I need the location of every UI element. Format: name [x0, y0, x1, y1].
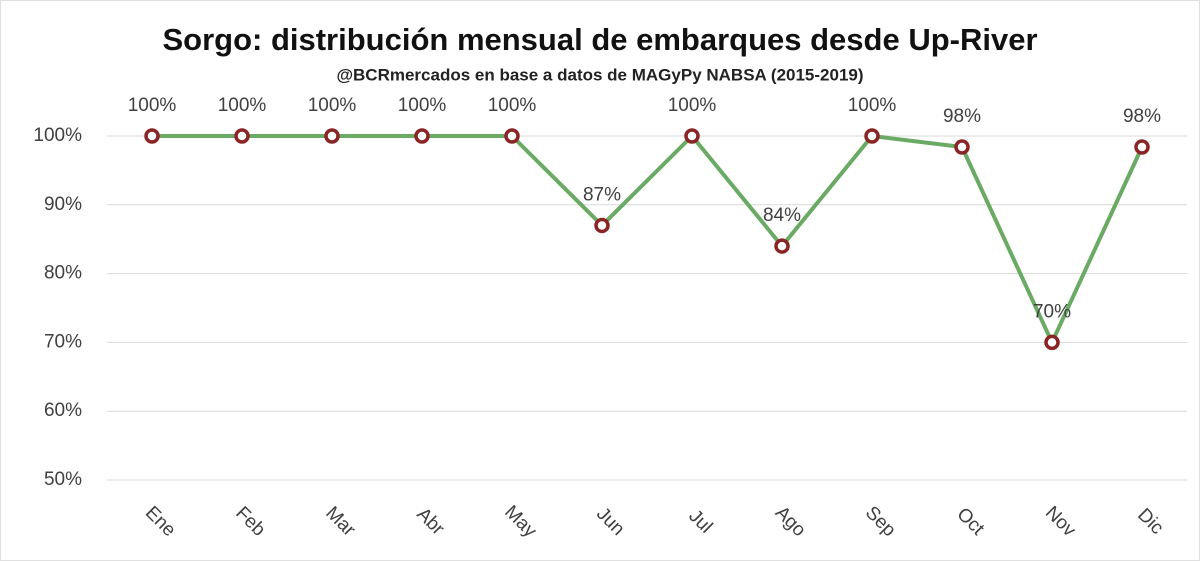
data-label: 100% [218, 95, 267, 116]
marker [774, 238, 790, 254]
x-tick-label: Jul [684, 506, 716, 538]
x-tick-label: Mar [321, 503, 359, 541]
y-tick-label: 90% [44, 194, 82, 215]
x-tick-label: Abr [412, 504, 448, 540]
x-tick-label: Feb [231, 503, 269, 541]
marker [1044, 334, 1060, 351]
y-tick-label: 50% [44, 469, 82, 490]
marker [324, 128, 340, 144]
chart-subtitle: @BCRmercados en base a datos de MAGyPy N… [336, 65, 863, 84]
y-tick-label: 60% [44, 400, 82, 421]
x-tick-label: May [500, 502, 541, 543]
y-tick-label: 80% [44, 263, 82, 284]
data-label: 70% [1033, 301, 1071, 322]
x-tick-label: Oct [952, 504, 988, 540]
marker [954, 139, 970, 155]
marker [234, 128, 250, 144]
y-tick-label: 100% [33, 125, 82, 146]
data-label: 100% [128, 95, 177, 116]
marker [144, 128, 160, 144]
x-tick-label: Sep [861, 502, 900, 541]
x-tick-label: Jun [592, 503, 629, 540]
data-label: 98% [1123, 106, 1161, 127]
data-label: 100% [668, 95, 717, 116]
x-tick-label: Ene [141, 502, 180, 541]
data-label: 100% [488, 95, 537, 116]
data-label: 100% [398, 95, 447, 116]
series-line [152, 134, 1144, 345]
data-label: 84% [763, 205, 801, 226]
x-tick-label: Dic [1133, 505, 1167, 539]
y-tick-label: 70% [44, 331, 82, 352]
data-label: 100% [848, 95, 897, 116]
marker [504, 128, 520, 144]
data-label: 100% [308, 95, 357, 116]
marker [594, 217, 610, 234]
data-label: 87% [583, 184, 621, 205]
marker [864, 128, 880, 144]
chart-title: Sorgo: distribución mensual de embarques… [162, 22, 1037, 57]
data-label: 98% [943, 106, 981, 127]
marker [414, 128, 430, 144]
x-tick-label: Ago [771, 502, 810, 541]
marker [684, 128, 700, 144]
marker [1134, 139, 1150, 155]
x-tick-label: Nov [1041, 502, 1080, 541]
